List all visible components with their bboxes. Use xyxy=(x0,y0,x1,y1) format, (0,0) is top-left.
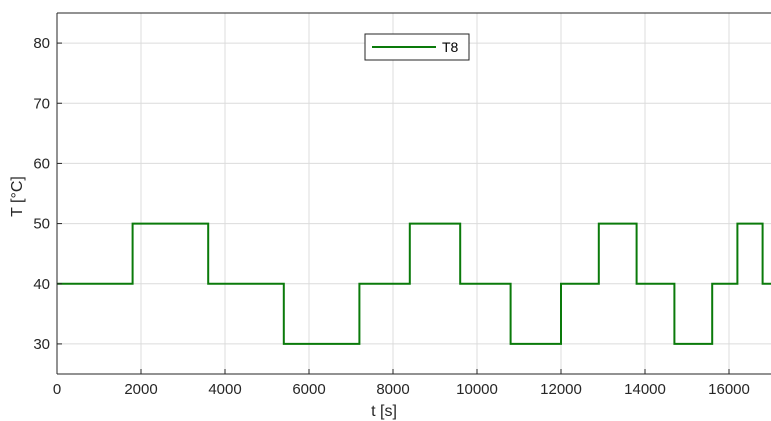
y-tick-label: 60 xyxy=(33,155,50,172)
axes xyxy=(56,12,771,375)
y-tick-label: 30 xyxy=(33,336,50,353)
y-tick-label: 70 xyxy=(33,95,50,112)
x-tick-label: 0 xyxy=(53,381,61,398)
y-tick-label: 40 xyxy=(33,276,50,293)
y-tick-label: 50 xyxy=(33,216,50,233)
grid-lines xyxy=(56,13,771,374)
x-tick-label: 14000 xyxy=(624,381,666,398)
tick-labels: 0 2000 4000 6000 8000 10000 12000 14000 16000 30 4… xyxy=(33,35,750,398)
x-tick-label: 8000 xyxy=(376,381,409,398)
x-tick-label: 6000 xyxy=(292,381,325,398)
y-tick-label: 80 xyxy=(33,35,50,52)
series-line-t8 xyxy=(57,222,771,345)
x-axis-label: t [s] xyxy=(371,403,397,420)
legend-label-t8: T8 xyxy=(442,39,459,55)
x-tick-label: 16000 xyxy=(708,381,750,398)
x-tick-label: 10000 xyxy=(456,381,498,398)
x-tick-label: 2000 xyxy=(124,381,157,398)
x-tick-label: 12000 xyxy=(540,381,582,398)
legend: T8 xyxy=(364,33,470,61)
y-axis-label: T [°C] xyxy=(9,176,26,217)
x-tick-label: 4000 xyxy=(208,381,241,398)
plot-area xyxy=(57,13,771,374)
series-layer xyxy=(57,222,771,345)
